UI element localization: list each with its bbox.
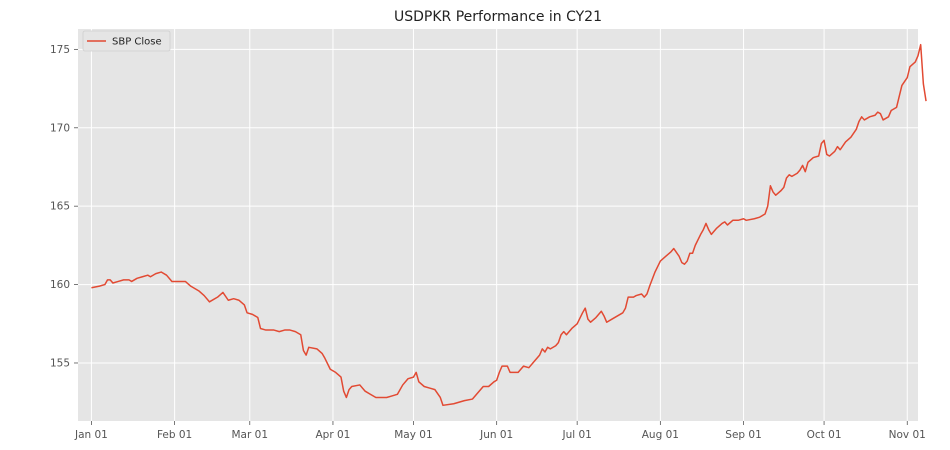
chart-title: USDPKR Performance in CY21	[394, 9, 602, 25]
x-tick-label-sep-01: Sep 01	[725, 429, 762, 441]
x-tick-label-feb-01: Feb 01	[157, 429, 192, 441]
x-tick-label-nov-01: Nov 01	[889, 429, 926, 441]
y-tick-label-170: 170	[50, 122, 70, 134]
x-tick-label-apr-01: Apr 01	[316, 429, 351, 441]
x-tick-label-jul-01: Jul 01	[561, 429, 591, 441]
x-tick-label-jan-01: Jan 01	[74, 429, 108, 441]
y-tick-label-165: 165	[50, 201, 70, 213]
legend-box	[82, 30, 171, 52]
series-line-sbp-close	[91, 43, 927, 407]
legend-label-sbp-close: SBP Close	[112, 37, 162, 48]
legend: SBP Close	[82, 30, 171, 52]
plot-background	[78, 29, 918, 421]
x-tick-label-mar-01: Mar 01	[231, 429, 268, 441]
x-tick-label-may-01: May 01	[394, 429, 432, 441]
x-tick-label-aug-01: Aug 01	[642, 429, 679, 441]
y-tick-label-175: 175	[50, 44, 70, 56]
y-axis-ticks: 155 160 165 170 175	[50, 44, 78, 369]
series-layer	[91, 43, 927, 407]
grid	[78, 29, 918, 421]
x-tick-label-jun-01: Jun 01	[479, 429, 513, 441]
x-axis-ticks: Jan 01 Feb 01 Mar 01 Apr 01 May 01 Jun 01 Jul …	[74, 421, 926, 441]
x-tick-label-oct-01: Oct 01	[807, 429, 842, 441]
y-tick-label-160: 160	[50, 279, 70, 291]
y-tick-label-155: 155	[50, 357, 70, 369]
